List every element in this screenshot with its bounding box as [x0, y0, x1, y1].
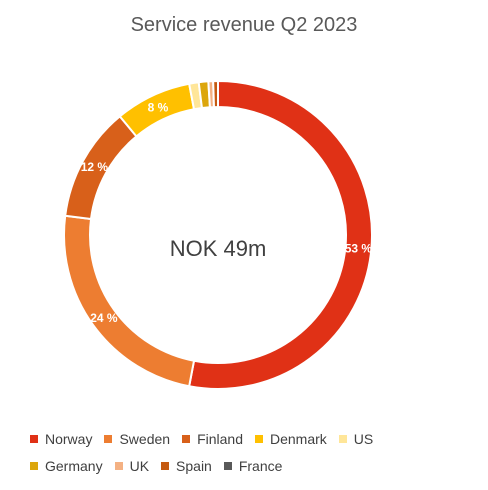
legend-label: Sweden: [119, 431, 171, 447]
slice-label-norway: 53 %: [345, 241, 373, 255]
legend-item-uk: UK: [114, 458, 150, 474]
legend: Germany UK Spain France: [30, 458, 294, 474]
legend-item-france: France: [223, 458, 283, 474]
legend-item-norway: Norway: [30, 431, 92, 447]
legend-label: France: [238, 458, 283, 474]
legend-swatch: [104, 435, 113, 443]
slice-label-sweden: 24 %: [90, 311, 118, 325]
slice-label-denmark: 8 %: [148, 100, 169, 114]
legend-label: UK: [129, 458, 150, 474]
legend-swatch: [114, 462, 123, 470]
slice-label-finland: 12 %: [81, 160, 109, 174]
slice-norway: [187, 79, 373, 390]
legend-swatch: [161, 462, 170, 470]
legend-label: Spain: [176, 458, 212, 474]
center-label: NOK 49m: [170, 236, 267, 261]
legend-item-denmark: Denmark: [254, 431, 327, 447]
legend-label: US: [353, 431, 374, 447]
legend-item-sweden: Sweden: [104, 431, 170, 447]
legend-label: Germany: [45, 458, 103, 474]
donut-chart: 53 % 24 % 12 % 8 % NOK 49m: [63, 79, 373, 390]
legend-label: Denmark: [269, 431, 327, 447]
legend-swatch: [30, 435, 38, 443]
legend-item-spain: Spain: [161, 458, 212, 474]
legend-swatch: [30, 462, 38, 470]
chart-title: Service revenue Q2 2023: [130, 14, 358, 36]
legend-label: Finland: [197, 431, 243, 447]
legend-swatch: [182, 435, 191, 443]
legend-item-germany: Germany: [30, 458, 103, 474]
legend-swatch: [338, 435, 347, 443]
legend-item-us: US: [338, 431, 374, 447]
legend: Norway Sweden Finland Denmark US: [30, 431, 385, 447]
legend-label: Norway: [45, 431, 93, 447]
slice-spain: [212, 79, 219, 109]
legend-item-finland: Finland: [182, 431, 243, 447]
legend-swatch: [254, 435, 263, 443]
legend-swatch: [223, 462, 232, 470]
